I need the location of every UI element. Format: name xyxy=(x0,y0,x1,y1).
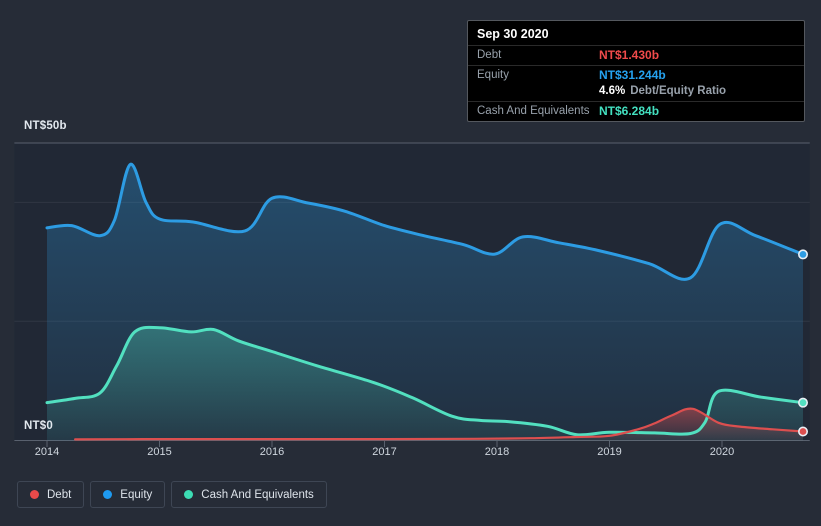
x-axis-tick-label: 2015 xyxy=(147,446,172,458)
legend-item-cash[interactable]: Cash And Equivalents xyxy=(171,481,327,508)
x-axis-tick-label: 2016 xyxy=(259,446,285,458)
legend-item-equity[interactable]: Equity xyxy=(90,481,166,508)
x-axis-tick-label: 2019 xyxy=(597,446,622,458)
tooltip-equity-label: Equity xyxy=(477,69,509,81)
debt-series-dot-icon xyxy=(30,490,39,499)
legend-item-debt[interactable]: Debt xyxy=(17,481,85,508)
legend-equity-label: Equity xyxy=(120,488,153,501)
tooltip-row-debt: Debt NT$1.430b xyxy=(468,45,804,65)
tooltip-equity-value: NT$31.244b xyxy=(599,68,666,82)
x-axis-tick-label: 2020 xyxy=(709,446,735,458)
x-axis-tick-label: 2014 xyxy=(34,446,60,458)
cash-series-dot-icon xyxy=(184,490,194,499)
y-axis-label-top: NT$50b xyxy=(24,120,67,132)
tooltip-debt-label: Debt xyxy=(477,49,502,61)
y-axis-label-zero: NT$0 xyxy=(24,420,53,432)
tooltip-row-equity: Equity NT$31.244b xyxy=(468,65,804,85)
tooltip-row-cash: Cash And Equivalents NT$6.284b xyxy=(468,101,804,121)
tooltip-cash-value: NT$6.284b xyxy=(599,104,660,118)
x-axis-tick-label: 2017 xyxy=(372,446,397,458)
tooltip-row-ratio: 4.6% Debt/Equity Ratio xyxy=(468,85,804,101)
tooltip-ratio-value: 4.6% xyxy=(599,85,626,97)
tooltip-date: Sep 30 2020 xyxy=(477,27,549,41)
tooltip-ratio-label: Debt/Equity Ratio xyxy=(630,85,727,97)
legend-debt-label: Debt xyxy=(47,488,72,501)
tooltip-cash-label: Cash And Equivalents xyxy=(477,105,590,117)
tooltip-debt-value: NT$1.430b xyxy=(599,48,660,62)
chart-legend: Debt Equity Cash And Equivalents xyxy=(17,481,327,508)
chart-tooltip: Sep 30 2020 Debt NT$1.430b Equity NT$31.… xyxy=(467,20,805,122)
legend-cash-label: Cash And Equivalents xyxy=(201,488,314,501)
x-axis-tick-label: 2018 xyxy=(484,446,510,458)
equity-series-dot-icon xyxy=(103,490,113,499)
